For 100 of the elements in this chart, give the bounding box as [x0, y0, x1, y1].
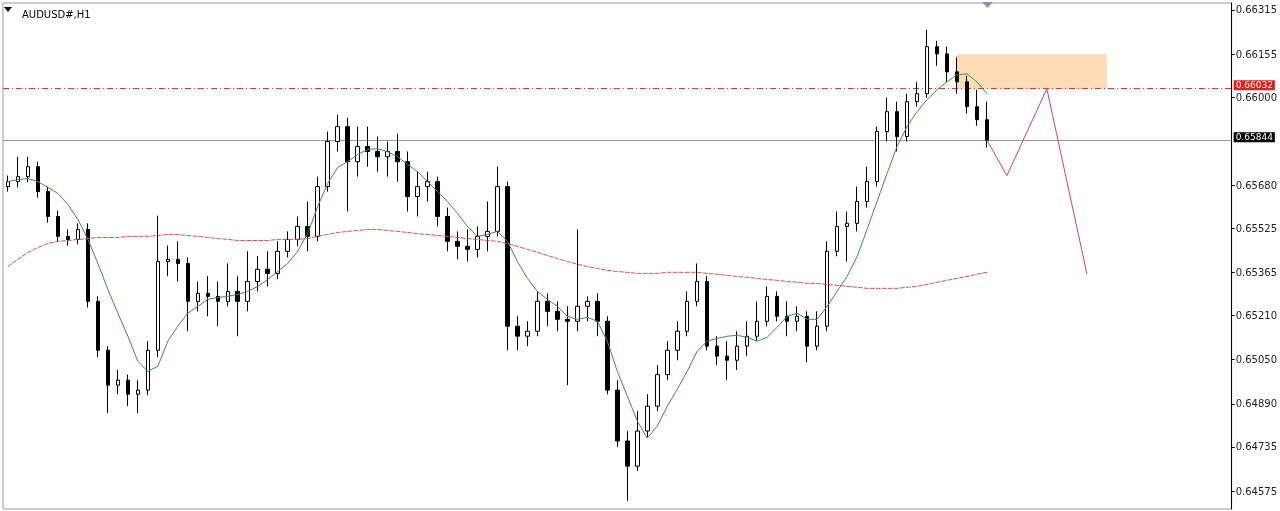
- candlestick: [395, 133, 400, 183]
- candlestick: [365, 126, 370, 168]
- candlestick: [605, 315, 610, 395]
- candlestick: [166, 244, 170, 277]
- candlestick: [86, 222, 90, 308]
- candlestick: [435, 176, 440, 227]
- candlestick: [385, 141, 390, 178]
- candlestick: [775, 290, 779, 322]
- candlestick: [745, 320, 749, 357]
- candlestick: [255, 255, 260, 292]
- candlestick: [695, 262, 699, 307]
- candlestick: [705, 275, 709, 351]
- candlestick: [136, 379, 140, 414]
- y-tick-label: 0.66000: [1235, 91, 1278, 103]
- candlestick: [595, 292, 600, 337]
- y-tick-label: 0.64575: [1235, 485, 1278, 497]
- candlestick: [575, 228, 580, 332]
- candlestick: [675, 320, 680, 361]
- candlestick: [186, 256, 190, 332]
- candlestick: [715, 335, 719, 366]
- candlestick: [865, 166, 869, 209]
- candlestick: [176, 240, 180, 282]
- candlestick: [235, 275, 240, 337]
- candlestick: [76, 222, 80, 245]
- candlestick: [465, 228, 470, 263]
- candlestick: [505, 181, 510, 351]
- ref-line-label: 0.65844: [1235, 132, 1274, 143]
- candlestick: [106, 345, 110, 414]
- candlestick: [985, 101, 989, 149]
- candlestick: [216, 280, 220, 327]
- candlestick: [295, 215, 300, 247]
- candlestick: [315, 176, 320, 242]
- candlestick: [615, 379, 620, 448]
- y-tick-label: 0.65525: [1235, 222, 1278, 234]
- candlestick: [116, 369, 120, 395]
- candlestick: [665, 340, 670, 381]
- candlestick: [196, 280, 200, 312]
- candlestick: [96, 295, 100, 358]
- y-tick-label: 0.66155: [1235, 48, 1278, 60]
- candlestick: [875, 126, 879, 188]
- y-tick-label: 0.64890: [1235, 398, 1278, 410]
- candlestick: [156, 215, 160, 358]
- candlestick: [945, 46, 949, 83]
- candlestick: [285, 230, 290, 258]
- candlestick: [815, 310, 819, 351]
- candlestick: [725, 340, 729, 381]
- candlestick: [835, 210, 839, 257]
- candlestick: [655, 364, 660, 412]
- candlestick: [825, 240, 829, 332]
- line-series: [7, 228, 988, 289]
- candlestick: [535, 290, 540, 337]
- candlestick: [895, 101, 899, 152]
- candlestick: [36, 161, 40, 199]
- candlestick: [345, 117, 350, 212]
- candlestick: [965, 75, 969, 115]
- candlestick: [405, 150, 410, 212]
- candlestick: [585, 295, 590, 322]
- line-series: [7, 73, 988, 439]
- candlestick: [495, 166, 500, 237]
- candlestick: [845, 210, 849, 263]
- line-series: [986, 88, 1088, 274]
- candlestick: [765, 285, 769, 327]
- candlestick: [56, 210, 60, 242]
- candlestick: [275, 240, 280, 280]
- candlestick: [625, 430, 630, 502]
- y-tick-label: 0.65365: [1235, 267, 1278, 279]
- candlestick: [355, 126, 360, 178]
- candlestick: [475, 225, 480, 258]
- candlestick: [545, 292, 550, 327]
- candlestick: [915, 81, 919, 108]
- candlestick: [415, 171, 420, 217]
- candlestick: [375, 136, 380, 173]
- candlestick: [805, 310, 809, 363]
- text: AUDUSD#,H1: [22, 8, 91, 20]
- candlestick: [66, 228, 70, 246]
- y-tick-label: 0.65050: [1235, 354, 1278, 366]
- candlestick: [735, 330, 739, 371]
- y-tick-label: 0.65210: [1235, 309, 1278, 321]
- candlestick: [445, 207, 450, 252]
- candlestick: [935, 40, 939, 67]
- candlestick: [46, 186, 50, 224]
- candlestick: [485, 201, 490, 252]
- candlestick: [955, 56, 959, 95]
- candlestick: [226, 262, 230, 307]
- y-tick-label: 0.66315: [1235, 4, 1278, 16]
- candlestick: [265, 250, 270, 287]
- ref-line-label: 0.66032: [1235, 80, 1273, 91]
- candlestick: [335, 114, 340, 152]
- candlestick: [925, 29, 929, 99]
- candlestick: [685, 290, 689, 337]
- candlestick: [975, 89, 979, 127]
- candlestick: [635, 410, 640, 472]
- candlestick: [26, 156, 30, 183]
- candlestick: [16, 156, 20, 188]
- candlestick: [565, 305, 570, 386]
- candlestick: [126, 374, 130, 407]
- candlestick: [645, 393, 650, 438]
- candlestick: [455, 230, 460, 260]
- candlestick: [755, 300, 759, 342]
- candlestick: [206, 275, 210, 317]
